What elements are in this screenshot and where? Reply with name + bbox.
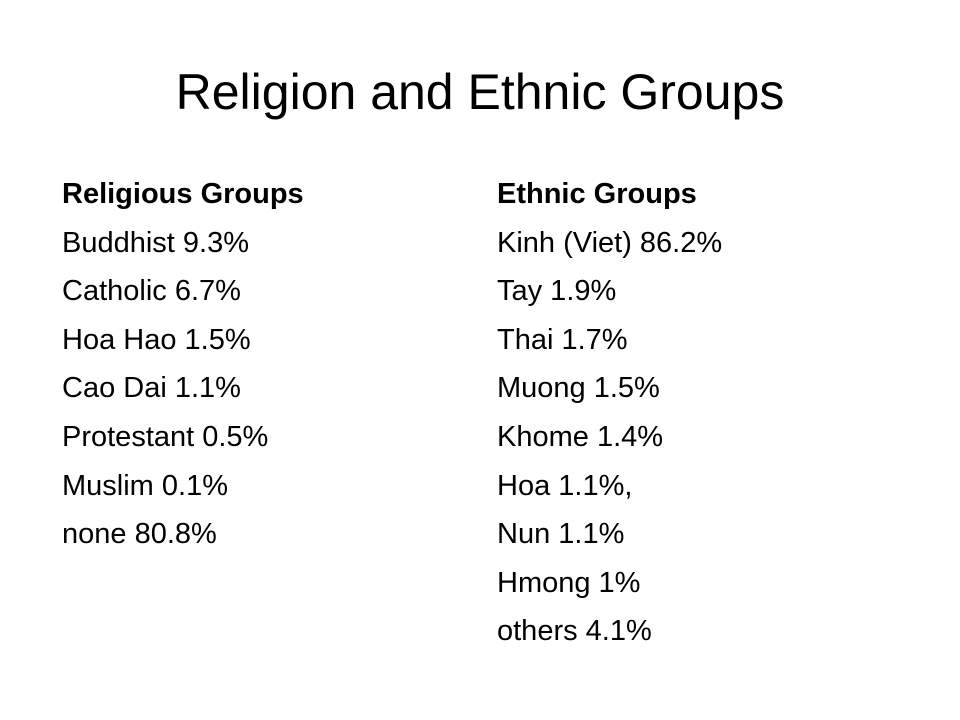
list-item: Hoa 1.1%, bbox=[497, 469, 633, 502]
list-item: Tay 1.9% bbox=[497, 275, 617, 308]
list-item: Cao Dai 1.1% bbox=[62, 372, 241, 405]
column-heading: Ethnic Groups bbox=[497, 178, 697, 210]
list-item: Hmong 1% bbox=[497, 566, 641, 599]
list-item: Nun 1.1% bbox=[497, 518, 625, 551]
list-item: Thai 1.7% bbox=[497, 323, 628, 356]
list-item: Khome 1.4% bbox=[497, 420, 664, 453]
column: Religious Groups Buddhist 9.3% Catholic 6.… bbox=[62, 170, 304, 559]
list-item: Hoa Hao 1.5% bbox=[62, 323, 251, 356]
list-item: Buddhist 9.3% bbox=[62, 226, 250, 259]
list-item: Protestant 0.5% bbox=[62, 420, 269, 453]
column: Ethnic Groups Kinh (Viet) 86.2% Tay 1.9% Th… bbox=[497, 170, 722, 656]
list-item: Muslim 0.1% bbox=[62, 469, 228, 502]
slide-title: Religion and Ethnic Groups bbox=[175, 64, 785, 120]
list-item: none 80.8% bbox=[62, 518, 217, 551]
list-item: others 4.1% bbox=[497, 615, 652, 648]
list-item: Muong 1.5% bbox=[497, 372, 660, 405]
list-item: Kinh (Viet) 86.2% bbox=[497, 226, 723, 259]
column-heading: Religious Groups bbox=[62, 178, 304, 210]
list-item: Catholic 6.7% bbox=[62, 275, 241, 308]
